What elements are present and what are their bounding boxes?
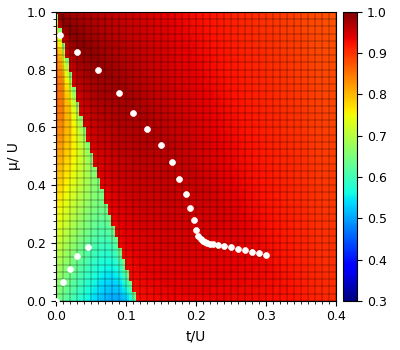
Point — [187, 205, 194, 211]
Point — [191, 217, 197, 223]
Point — [67, 266, 74, 272]
Point — [158, 142, 164, 148]
Point — [193, 227, 199, 233]
Point — [256, 250, 262, 256]
Point — [242, 247, 248, 253]
Point — [263, 252, 269, 257]
Point — [228, 245, 234, 250]
Point — [95, 67, 101, 72]
Point — [84, 245, 91, 250]
Point — [204, 240, 210, 246]
Point — [53, 298, 60, 303]
Point — [74, 50, 80, 55]
Point — [116, 90, 122, 96]
Point — [235, 246, 241, 252]
Point — [74, 253, 80, 259]
X-axis label: t/U: t/U — [186, 329, 206, 343]
Point — [207, 241, 213, 246]
Point — [144, 126, 150, 132]
Point — [60, 279, 66, 285]
Point — [215, 242, 222, 248]
Point — [168, 159, 175, 165]
Point — [182, 191, 189, 197]
Point — [221, 243, 227, 249]
Point — [198, 236, 204, 241]
Point — [249, 249, 255, 254]
Point — [195, 233, 201, 239]
Y-axis label: μ/ U: μ/ U — [7, 142, 21, 170]
Point — [56, 32, 63, 38]
Point — [200, 238, 206, 244]
Point — [130, 110, 136, 116]
Point — [175, 177, 182, 182]
Point — [210, 241, 217, 247]
Point — [202, 239, 208, 245]
